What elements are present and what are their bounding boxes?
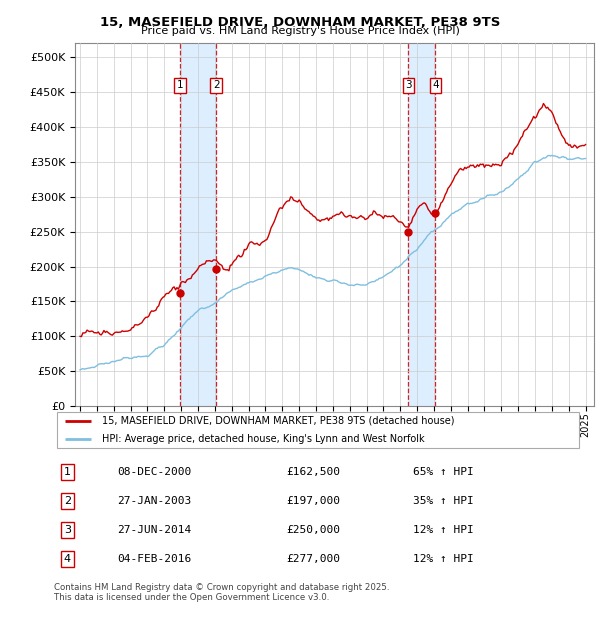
Text: 2: 2: [213, 80, 220, 91]
Text: 4: 4: [432, 80, 439, 91]
Text: 3: 3: [405, 80, 412, 91]
Text: 2: 2: [64, 496, 71, 506]
Text: Price paid vs. HM Land Registry's House Price Index (HPI): Price paid vs. HM Land Registry's House …: [140, 26, 460, 36]
Text: £197,000: £197,000: [286, 496, 340, 506]
Text: 1: 1: [177, 80, 184, 91]
Text: Contains HM Land Registry data © Crown copyright and database right 2025.: Contains HM Land Registry data © Crown c…: [54, 583, 389, 592]
Text: This data is licensed under the Open Government Licence v3.0.: This data is licensed under the Open Gov…: [54, 593, 329, 602]
Bar: [409, 43, 436, 406]
Text: 1: 1: [64, 467, 71, 477]
Text: 04-FEB-2016: 04-FEB-2016: [118, 554, 191, 564]
FancyBboxPatch shape: [56, 412, 580, 448]
Text: 15, MASEFIELD DRIVE, DOWNHAM MARKET, PE38 9TS: 15, MASEFIELD DRIVE, DOWNHAM MARKET, PE3…: [100, 16, 500, 29]
Text: £162,500: £162,500: [286, 467, 340, 477]
Text: £277,000: £277,000: [286, 554, 340, 564]
Text: 27-JUN-2014: 27-JUN-2014: [118, 525, 191, 535]
Text: 12% ↑ HPI: 12% ↑ HPI: [413, 525, 474, 535]
Text: HPI: Average price, detached house, King's Lynn and West Norfolk: HPI: Average price, detached house, King…: [101, 434, 424, 444]
Bar: [180, 43, 216, 406]
Text: 35% ↑ HPI: 35% ↑ HPI: [413, 496, 474, 506]
Text: 27-JAN-2003: 27-JAN-2003: [118, 496, 191, 506]
Text: 65% ↑ HPI: 65% ↑ HPI: [413, 467, 474, 477]
Text: £250,000: £250,000: [286, 525, 340, 535]
Text: 08-DEC-2000: 08-DEC-2000: [118, 467, 191, 477]
Text: 15, MASEFIELD DRIVE, DOWNHAM MARKET, PE38 9TS (detached house): 15, MASEFIELD DRIVE, DOWNHAM MARKET, PE3…: [101, 416, 454, 426]
Text: 3: 3: [64, 525, 71, 535]
Text: 12% ↑ HPI: 12% ↑ HPI: [413, 554, 474, 564]
Text: 4: 4: [64, 554, 71, 564]
